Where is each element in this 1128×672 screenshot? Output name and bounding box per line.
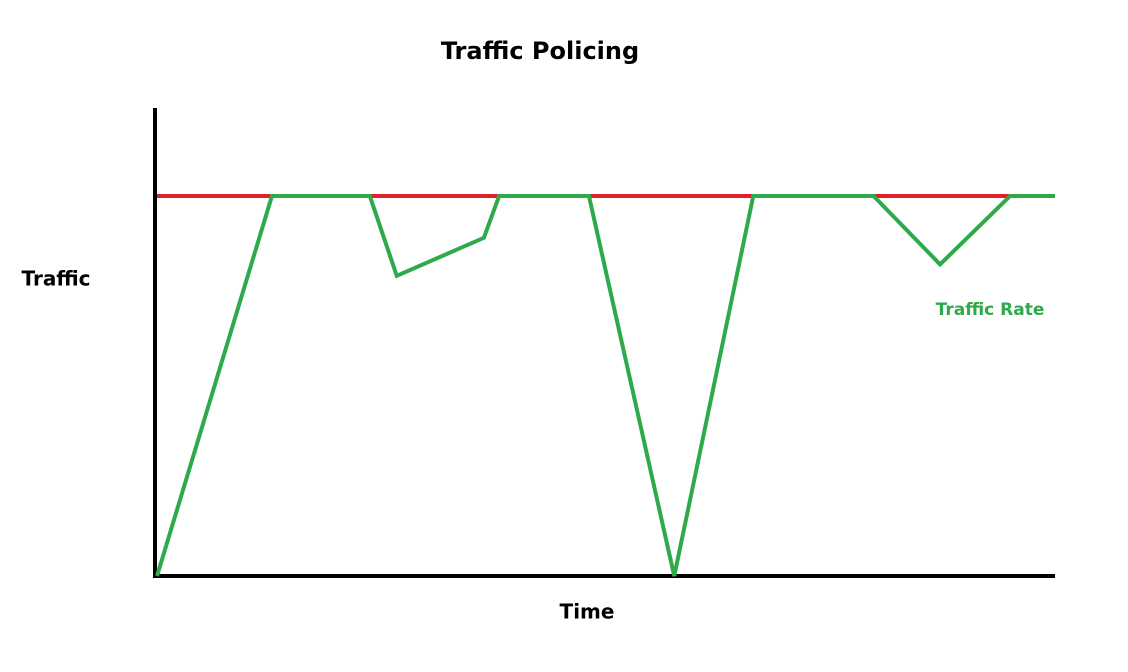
chart-title: Traffic Policing [441,37,639,65]
series-label: Traffic Rate [936,300,1045,320]
y-axis-label: Traffic [22,267,91,291]
x-axis-label: Time [560,600,615,624]
line-series [155,194,1055,577]
